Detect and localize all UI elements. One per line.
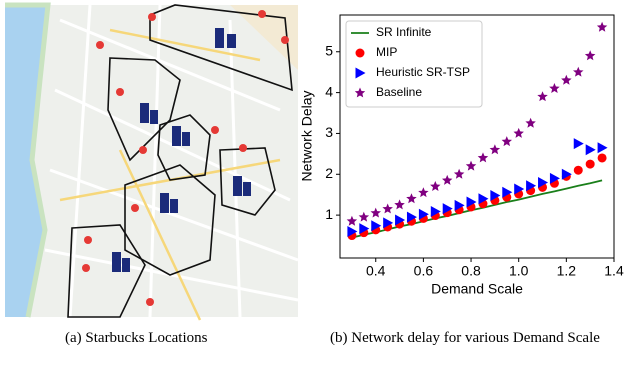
y-tick-label: 3 [325, 124, 333, 140]
data-point [514, 128, 524, 138]
x-tick-label: 1.2 [557, 263, 577, 279]
x-axis-label: Demand Scale [431, 281, 523, 297]
x-tick-label: 1.0 [509, 263, 529, 279]
data-point [406, 193, 417, 203]
data-point [359, 212, 370, 222]
data-point [347, 216, 357, 226]
data-point [586, 144, 596, 155]
x-tick-label: 0.6 [414, 263, 434, 279]
legend-label: MIP [376, 45, 397, 59]
y-tick-label: 4 [325, 83, 333, 99]
map [5, 5, 298, 320]
figure: Demand Scale Network Delay 0.4 0.6 0.8 1.0 1… [0, 0, 642, 372]
data-point [490, 144, 501, 154]
data-point [598, 142, 608, 153]
legend-label: Heuristic SR-TSP [376, 65, 470, 79]
data-point [454, 169, 465, 179]
legend-marker [356, 49, 365, 58]
data-point [585, 50, 596, 60]
x-tick-label: 0.8 [461, 263, 481, 279]
data-point [549, 83, 560, 93]
data-point [525, 118, 535, 128]
data-point [574, 166, 583, 175]
legend-label: SR Infinite [376, 25, 432, 39]
data-point [561, 75, 572, 85]
data-point [466, 161, 477, 171]
x-tick-label: 1.4 [604, 263, 624, 279]
caption-b: (b) Network delay for various Demand Sca… [330, 330, 636, 347]
data-point [382, 204, 393, 214]
y-tick-label: 1 [325, 206, 333, 222]
caption-a: (a) Starbucks Locations [65, 330, 207, 347]
data-point [598, 153, 607, 162]
legend-label: Baseline [376, 85, 422, 99]
data-point [442, 175, 452, 185]
data-point [371, 208, 382, 218]
data-point [430, 181, 440, 191]
data-point [537, 91, 548, 101]
data-point [573, 67, 584, 77]
data-point [586, 160, 595, 169]
y-tick-label: 5 [325, 42, 333, 58]
data-point [478, 152, 489, 162]
figure-graphics: Demand Scale Network Delay 0.4 0.6 0.8 1.0 1… [0, 0, 642, 322]
y-tick-label: 2 [325, 165, 333, 181]
data-point [574, 138, 584, 149]
data-point [502, 136, 512, 146]
x-tick-label: 0.4 [366, 263, 386, 279]
data-point [597, 22, 607, 32]
data-point [418, 187, 428, 197]
y-axis-label: Network Delay [299, 90, 315, 181]
data-point [394, 199, 405, 209]
